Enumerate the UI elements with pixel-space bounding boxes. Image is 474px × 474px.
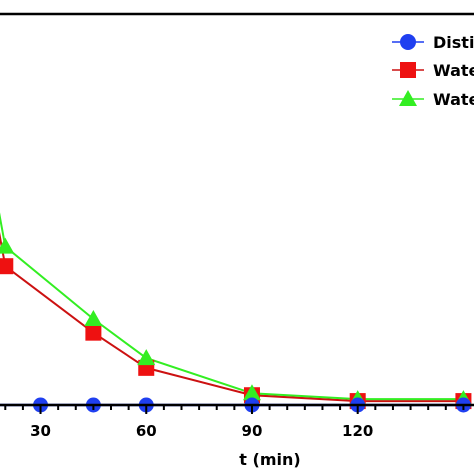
x-axis-ticks: 30 60 90 120 (4, 405, 465, 440)
legend-entry-2: Wate (392, 61, 474, 80)
series-line-3 (0, 212, 464, 401)
x-tick-label: 30 (30, 422, 51, 440)
data-point-series-3 (242, 384, 261, 401)
data-point-series-3 (84, 309, 103, 326)
data-point-series-2 (85, 324, 102, 341)
legend: Disti Wate Wate (392, 33, 474, 109)
legend-square-marker-icon (400, 62, 416, 78)
legend-circle-marker-icon (400, 34, 416, 50)
data-point-series-3 (0, 237, 15, 254)
x-tick-label: 60 (136, 422, 157, 440)
x-tick-label: 120 (342, 422, 373, 440)
legend-label-2: Wate (433, 61, 474, 80)
x-tick-label: 90 (242, 422, 263, 440)
data-point-series-3 (137, 349, 156, 366)
legend-entry-3: Wate (392, 90, 474, 109)
legend-entry-1: Disti (392, 33, 474, 52)
legend-label-1: Disti (433, 33, 474, 52)
series-layer (0, 212, 473, 413)
legend-label-3: Wate (433, 90, 474, 109)
x-axis-title: t (min) (239, 450, 300, 469)
data-point-series-2 (0, 258, 14, 275)
legend-triangle-marker-icon (399, 90, 417, 106)
series-line-2 (0, 231, 464, 403)
plot-area: 30 60 90 120 (0, 12, 474, 440)
